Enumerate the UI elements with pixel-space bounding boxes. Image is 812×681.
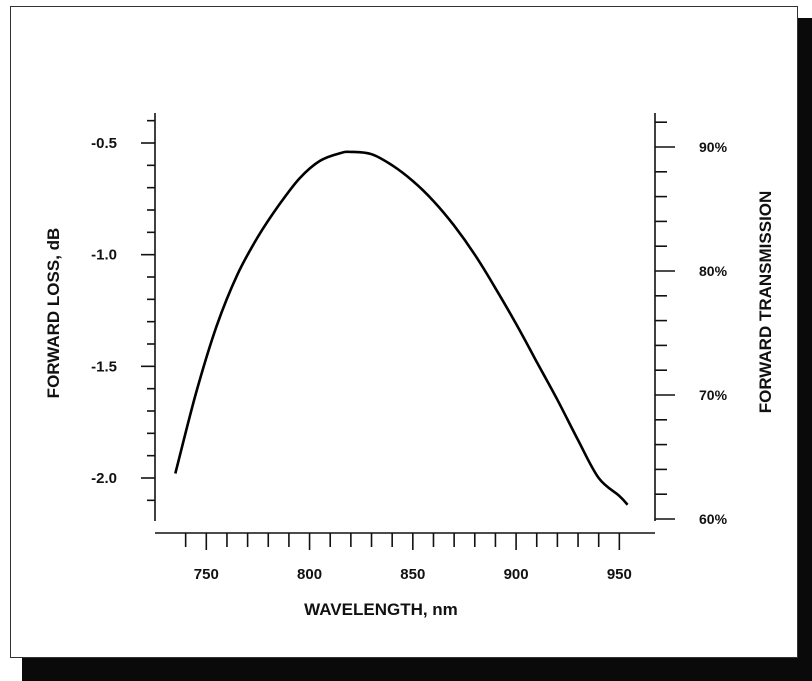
y2-axis-title: FORWARD TRANSMISSION	[756, 191, 775, 414]
y-tick-label: -1.0	[91, 247, 117, 264]
y2-tick-label: 70%	[699, 387, 728, 403]
x-tick-label: 750	[194, 566, 219, 583]
series-line	[174, 150, 629, 506]
x-tick-label: 900	[504, 566, 529, 583]
x-axis-title: WAVELENGTH, nm	[304, 600, 458, 619]
x-tick-label: 850	[400, 566, 425, 583]
axes: -0.5 -1.0 -1.5 -2.0 90% 80% 70% 60% 750 800 850 900…	[91, 113, 728, 583]
y-tick-label: -2.0	[91, 470, 117, 487]
series-layer	[174, 150, 629, 506]
figure-frame	[10, 6, 798, 658]
y2-tick-label: 60%	[699, 511, 728, 527]
x-tick-label: 950	[607, 566, 632, 583]
y2-tick-label: 80%	[699, 263, 728, 279]
y-axis-title: FORWARD LOSS, dB	[44, 228, 63, 399]
x-tick-label: 800	[297, 566, 322, 583]
y-tick-label: -0.5	[91, 135, 117, 152]
y-tick-label: -1.5	[91, 358, 117, 375]
y2-tick-label: 90%	[699, 139, 728, 155]
